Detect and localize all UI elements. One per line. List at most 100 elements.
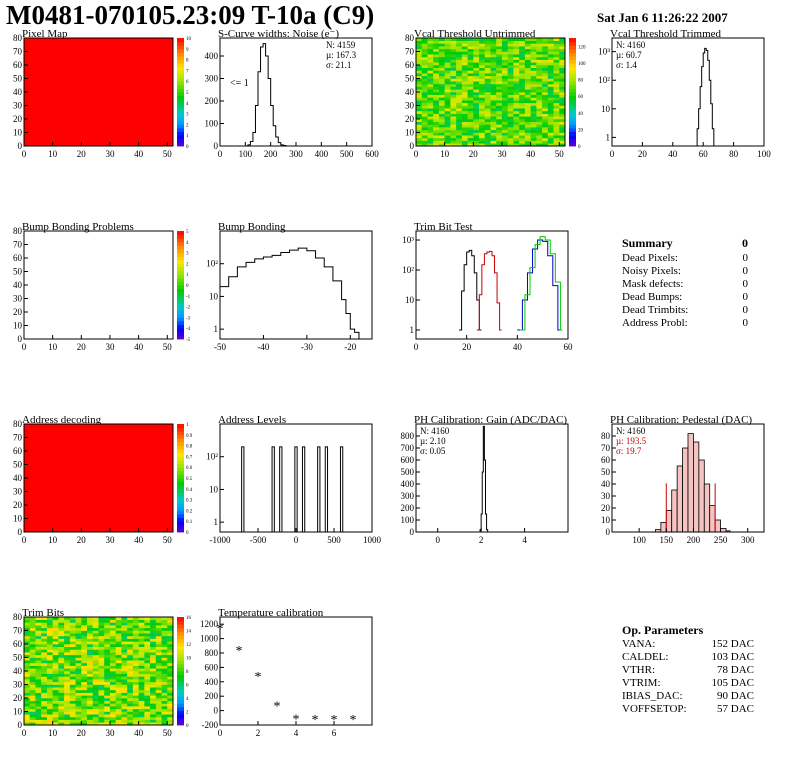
heatmap-cell [35,700,42,704]
heatmap-cell [450,89,457,93]
heatmap-cell [450,137,457,141]
heatmap-cell [46,627,53,631]
heatmap-cell [519,135,526,139]
palette-segment [569,88,576,93]
heatmap-cell [150,695,157,699]
heatmap-cell [438,119,445,122]
heatmap-cell [456,110,463,114]
heatmap-cell [542,40,549,44]
heatmap-cell [524,140,531,144]
heatmap-cell [547,100,554,104]
heatmap-cell [98,698,105,701]
heatmap-cell [461,129,468,133]
bar [665,509,673,533]
heatmap-cell [496,124,503,128]
heatmap-cell [35,625,42,629]
heatmap-cell [29,622,36,626]
palette-tick-label: 0.6 [186,466,193,471]
heatmap-cell [69,652,76,656]
heatmap-cell [519,140,526,144]
heatmap-cell [519,48,526,52]
heatmap-cell [138,679,145,683]
heatmap-cell [433,102,440,106]
heatmap-cell [421,110,428,114]
heatmap-cell [46,681,53,685]
heatmap-cell [444,92,451,95]
heatmap-cell [559,140,566,144]
heatmap-cell [479,102,486,106]
heatmap-cell [75,644,82,647]
heatmap-cell [98,654,105,658]
heatmap-cell [542,75,549,79]
heatmap-cell [507,40,514,44]
heatmap-cell [490,86,497,90]
palette-segment [177,496,184,500]
heatmap-cell [524,38,531,41]
heatmap-cell [553,67,560,71]
heatmap-cell [167,687,174,691]
heatmap-cell [69,638,76,642]
heatmap-cell [115,708,122,712]
heatmap-cell [450,116,457,120]
heatmap-cell [524,132,531,136]
y-tick-label: 1 [410,325,415,335]
heatmap-cell [104,665,111,669]
heatmap-cell [87,692,94,696]
palette-segment [569,84,576,89]
heatmap-cell [461,46,468,50]
palette-segment [177,299,184,304]
heatmap-cell [81,627,88,631]
heatmap-cell [530,124,537,128]
heatmap-cell [542,110,549,114]
heatmap-cell [69,635,76,639]
heatmap-cell [456,97,463,101]
heatmap-cell [473,108,480,112]
x-tick-label: 40 [134,342,144,352]
heatmap-cell [438,86,445,90]
heatmap-cell [553,59,560,63]
heatmap-cell [41,722,48,726]
heatmap-cell [513,89,520,93]
heatmap-cell [58,676,65,680]
heatmap-cell [416,129,423,133]
heatmap-cell [559,59,566,63]
y-tick-label: 10² [206,259,218,269]
heatmap-cell [115,716,122,720]
heatmap-cell [513,73,520,77]
heatmap-cell [109,625,116,629]
heatmap-cell [92,617,99,620]
heatmap-cell [104,635,111,639]
heatmap-cell [473,78,480,82]
summary-box: Summary 0 Dead Pixels: 0 Noisy Pixels: 0 M… [622,237,748,330]
heatmap-cell [121,652,128,656]
heatmap-cell [41,622,48,626]
palette-segment [177,263,184,268]
palette-tick-label: 2 [186,123,189,128]
heatmap-cell [479,46,486,50]
heatmap-cell [547,121,554,125]
heatmap-cell [484,83,491,87]
heatmap-cell [519,116,526,120]
heatmap-cell [467,62,474,66]
heatmap-cell [87,706,94,710]
heatmap-cell [519,132,526,136]
palette-tick-label: 6 [186,684,189,689]
heatmap-cell [58,630,65,634]
heatmap-cell [138,714,145,718]
heatmap-cell [150,719,157,723]
heatmap-cell [421,97,428,101]
heatmap-cell [64,635,71,639]
heatmap-cell [461,83,468,87]
heatmap-cell [150,716,157,720]
heatmap-cell [98,652,105,656]
heatmap-cell [467,73,474,77]
heatmap-cell [35,719,42,723]
heatmap-cell [87,671,94,674]
palette-segment [177,138,184,143]
heatmap-cell [496,43,503,47]
heatmap-cell [433,100,440,104]
heatmap-cell [127,633,134,637]
heatmap-cell [46,692,53,696]
heatmap-cell [438,110,445,114]
heatmap-cell [81,711,88,715]
